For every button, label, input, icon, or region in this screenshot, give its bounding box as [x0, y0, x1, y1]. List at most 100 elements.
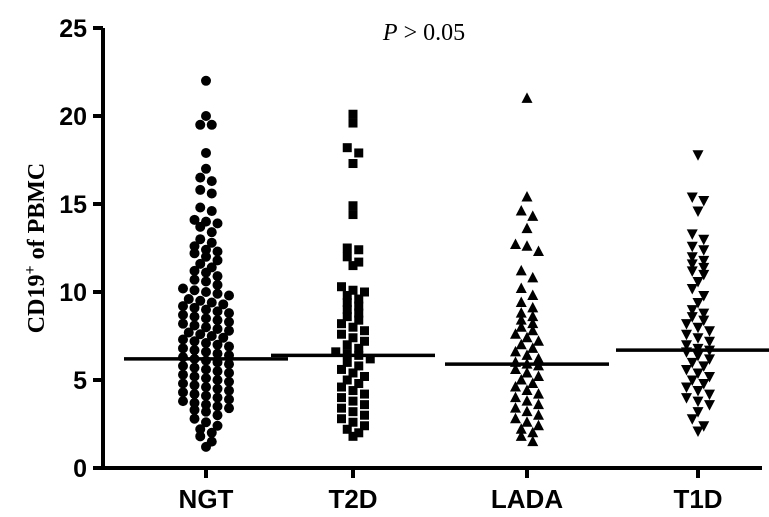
data-point-ngt	[195, 258, 206, 269]
data-point-t2d	[354, 257, 364, 267]
data-point-t2d	[337, 393, 346, 403]
data-point-t1d	[692, 350, 704, 362]
data-point-t1d	[704, 354, 715, 365]
data-point-ngt	[224, 341, 234, 352]
data-point-t2d	[360, 287, 369, 297]
data-point-ngt	[212, 288, 223, 299]
data-point-t1d	[686, 375, 698, 386]
y-tick-label: 20	[59, 103, 87, 131]
data-point-ngt	[224, 359, 234, 370]
data-point-ngt	[206, 331, 217, 341]
data-point-lada	[521, 92, 533, 103]
data-point-ngt	[201, 244, 211, 255]
data-point-t2d	[342, 305, 352, 315]
data-point-ngt	[212, 410, 223, 421]
data-point-ngt	[212, 271, 223, 282]
data-point-ngt	[224, 367, 234, 378]
data-point-t1d	[704, 326, 715, 337]
data-point-ngt	[178, 318, 188, 329]
data-point-lada	[521, 405, 533, 417]
data-point-t2d	[365, 354, 375, 364]
data-point-t2d	[360, 336, 369, 346]
data-point-lada	[527, 271, 539, 283]
data-point-t2d	[360, 421, 369, 431]
data-point-lada	[521, 331, 533, 343]
data-point-ngt	[189, 265, 200, 276]
data-point-lada	[533, 388, 544, 399]
data-point-t1d	[686, 252, 698, 263]
data-point-t1d	[686, 357, 698, 369]
data-point-ngt	[189, 336, 200, 347]
data-point-t2d	[337, 414, 346, 424]
data-point-t2d	[354, 245, 364, 255]
x-categories: NGT T2D LADA T1D	[179, 468, 723, 514]
data-point-t2d	[348, 333, 358, 343]
data-point-lada	[521, 395, 533, 406]
data-point-ngt	[201, 111, 211, 121]
data-point-ngt	[206, 237, 217, 248]
data-point-ngt	[212, 420, 223, 431]
data-point-t2d	[348, 322, 358, 332]
data-point-t1d	[692, 396, 704, 408]
data-point-ngt	[201, 287, 211, 297]
data-point-ngt	[195, 172, 206, 183]
data-point-ngt	[212, 323, 223, 334]
data-point-t1d	[686, 229, 698, 240]
data-point-lada	[521, 240, 533, 251]
data-point-lada	[533, 245, 544, 257]
data-point-t1d	[681, 364, 692, 376]
data-point-lada	[510, 363, 521, 374]
data-point-lada	[510, 391, 521, 403]
p-value-annotation: P > 0.05	[382, 20, 465, 46]
data-point-ngt	[212, 315, 223, 326]
data-point-t1d	[704, 400, 715, 411]
data-point-ngt	[212, 279, 223, 290]
data-point-ngt	[201, 304, 211, 315]
data-point-t1d	[698, 255, 710, 267]
data-point-ngt	[189, 214, 200, 225]
data-point-ngt	[189, 248, 200, 259]
data-point-lada	[510, 412, 521, 424]
data-point-t2d	[360, 371, 369, 381]
data-point-ngt	[212, 306, 223, 317]
data-point-lada	[533, 409, 544, 420]
data-point-ngt	[178, 343, 188, 354]
data-point-lada	[510, 381, 521, 392]
data-point-t2d	[348, 210, 358, 220]
data-point-ngt	[189, 320, 200, 331]
data-point-t2d	[354, 294, 364, 304]
data-point-ngt	[212, 366, 223, 377]
data-point-t2d	[348, 118, 358, 128]
y-axis-label-rest: of PBMC	[24, 163, 50, 266]
data-point-t2d	[337, 329, 346, 339]
data-point-lada	[515, 423, 527, 434]
data-point-t2d	[342, 143, 352, 153]
data-point-t1d	[692, 386, 704, 397]
data-point-t2d	[342, 340, 352, 350]
data-point-lada	[510, 238, 521, 249]
data-point-ngt	[189, 389, 200, 400]
data-point-t2d	[348, 417, 358, 427]
data-point-ngt	[201, 313, 211, 324]
data-point-t1d	[698, 234, 710, 246]
data-point-t2d	[348, 407, 358, 417]
data-point-ngt	[224, 403, 234, 414]
data-point-lada	[533, 370, 544, 381]
data-point-ngt	[206, 188, 217, 199]
data-point-lada	[515, 307, 527, 318]
data-point-t1d	[686, 283, 698, 295]
data-point-ngt	[224, 385, 234, 396]
data-point-t2d	[354, 428, 364, 438]
data-point-t1d	[698, 315, 710, 327]
data-point-ngt	[201, 163, 211, 174]
data-point-lada	[527, 377, 539, 389]
data-point-lada	[527, 210, 539, 221]
data-point-t1d	[681, 382, 692, 394]
data-point-ngt	[178, 360, 188, 371]
data-point-ngt	[201, 147, 211, 158]
data-point-ngt	[195, 221, 206, 232]
data-point-ngt	[195, 119, 206, 130]
data-point-t2d	[342, 424, 352, 434]
data-point-ngt	[178, 369, 188, 380]
data-point-t2d	[337, 382, 346, 392]
